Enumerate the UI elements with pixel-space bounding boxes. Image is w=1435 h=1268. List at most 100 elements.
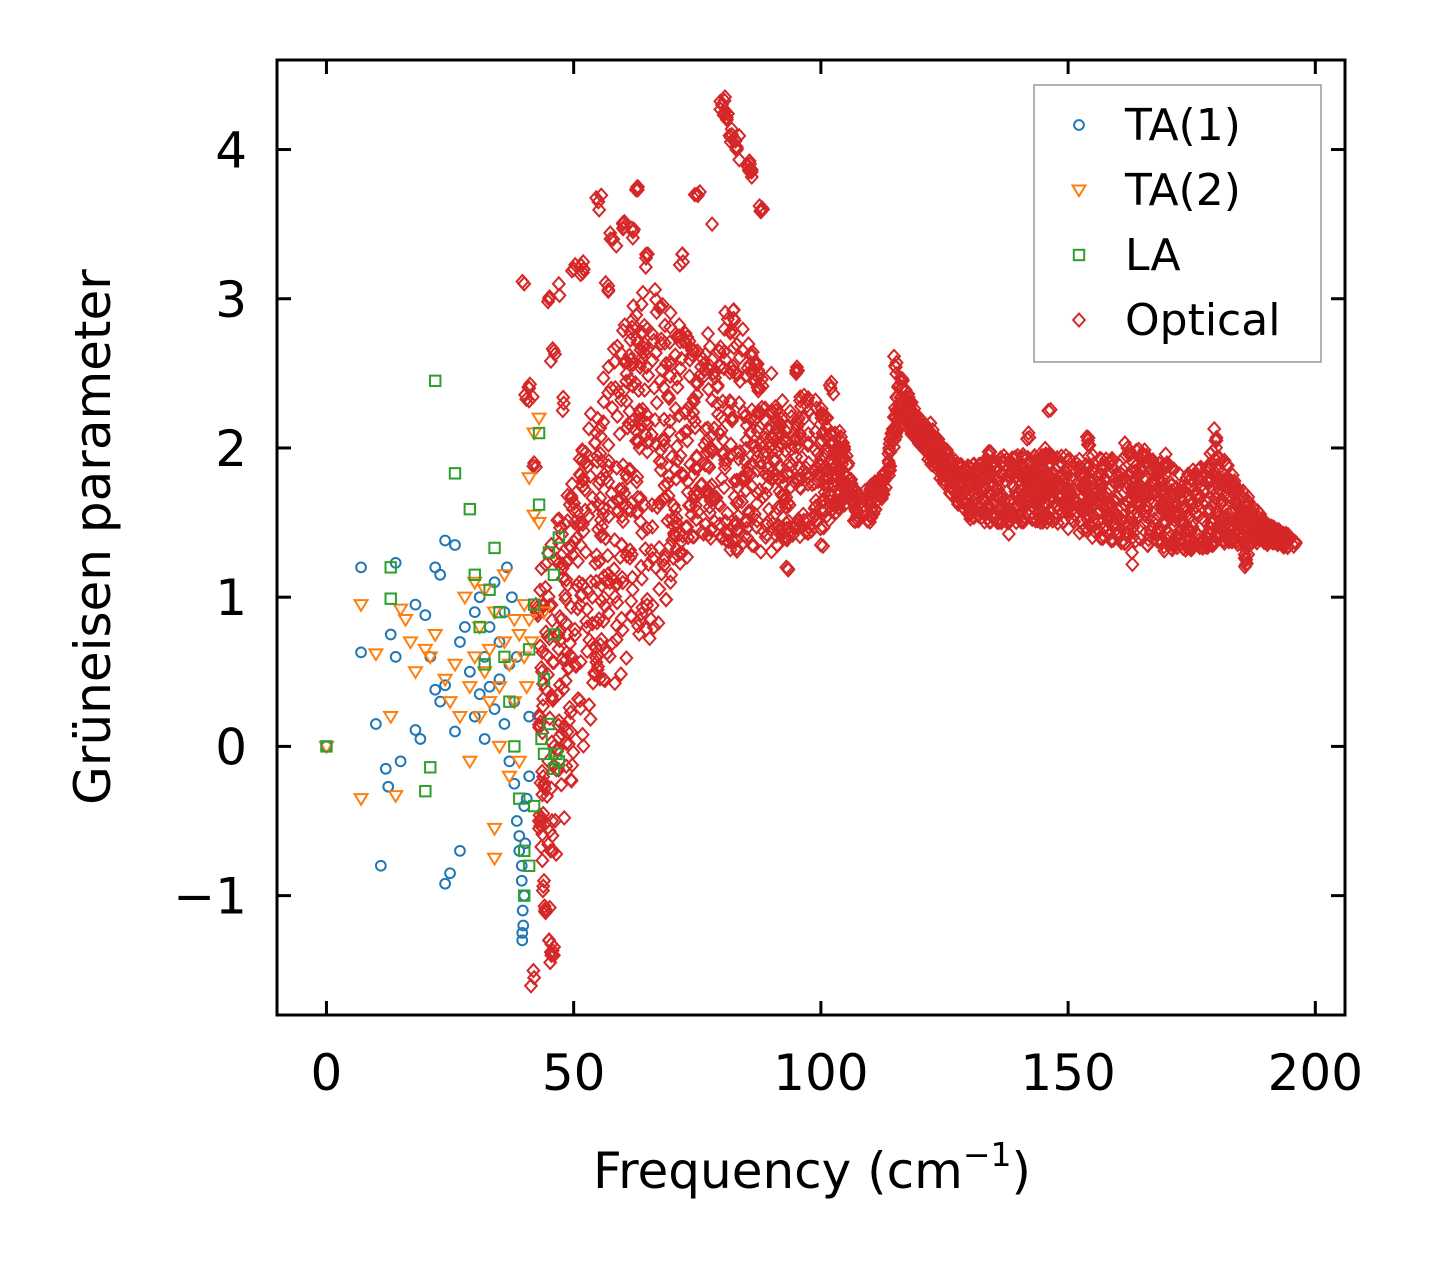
data-point <box>944 465 960 482</box>
data-point <box>633 558 649 575</box>
x-tick-label: 50 <box>542 1044 606 1102</box>
data-point <box>1166 533 1181 550</box>
data-point <box>730 365 745 382</box>
data-point <box>732 151 747 168</box>
data-point <box>511 628 528 643</box>
data-point <box>713 101 728 118</box>
data-point <box>729 336 745 353</box>
x-axis-label-superscript: −1 <box>963 1135 1012 1174</box>
data-point <box>715 446 730 462</box>
data-point <box>583 711 598 728</box>
data-point <box>725 533 741 550</box>
data-point <box>454 636 466 648</box>
data-point <box>914 420 929 437</box>
data-point <box>893 370 908 387</box>
data-point <box>384 592 397 605</box>
data-point <box>1180 466 1196 483</box>
data-point <box>931 431 946 448</box>
data-point <box>1257 527 1273 544</box>
data-point <box>526 454 542 471</box>
data-point <box>451 711 469 725</box>
data-point <box>493 605 506 619</box>
data-point <box>478 658 491 671</box>
data-point <box>573 266 588 283</box>
data-point <box>830 446 845 463</box>
data-point <box>601 508 616 525</box>
data-point <box>604 570 620 587</box>
data-point <box>744 537 760 554</box>
data-point <box>612 425 627 442</box>
data-point <box>726 302 741 319</box>
data-point <box>1288 534 1303 551</box>
data-point <box>582 631 597 648</box>
data-point <box>760 460 776 477</box>
data-point <box>770 537 785 554</box>
data-point <box>1065 512 1080 529</box>
data-point <box>1017 498 1032 515</box>
data-point <box>884 425 899 442</box>
data-point <box>615 220 631 237</box>
data-point <box>523 770 536 783</box>
legend-item: Optical <box>1071 295 1280 346</box>
data-point <box>527 598 541 611</box>
data-point <box>1124 474 1139 491</box>
data-point <box>436 673 454 688</box>
data-point <box>1183 470 1198 487</box>
data-point <box>506 614 523 628</box>
data-point <box>384 628 397 641</box>
data-point <box>632 411 648 428</box>
data-point <box>576 261 591 278</box>
data-point <box>988 469 1003 486</box>
data-point <box>630 181 645 198</box>
data-point <box>596 414 611 431</box>
data-point <box>448 467 462 480</box>
data-point <box>634 296 649 313</box>
data-point <box>771 424 786 441</box>
data-point <box>515 859 528 872</box>
data-point <box>534 838 549 855</box>
data-point <box>705 491 720 508</box>
data-point <box>355 561 367 574</box>
data-point <box>1182 508 1197 525</box>
data-point <box>670 379 685 396</box>
data-point <box>703 521 719 538</box>
data-point <box>831 487 846 504</box>
data-point <box>714 409 729 426</box>
data-point <box>555 560 570 577</box>
data-point <box>801 455 816 472</box>
data-point <box>630 489 645 506</box>
data-point <box>989 480 1004 497</box>
data-point <box>546 842 561 859</box>
data-point <box>729 543 745 560</box>
data-point <box>757 465 773 482</box>
data-point <box>409 598 422 611</box>
data-point <box>702 358 718 375</box>
data-point <box>774 499 789 516</box>
data-point <box>570 553 586 570</box>
data-point <box>517 275 532 292</box>
data-point <box>591 497 607 514</box>
data-point <box>550 747 563 761</box>
data-point <box>1101 526 1116 543</box>
data-point <box>522 859 536 872</box>
data-point <box>394 755 407 768</box>
data-point <box>542 717 556 731</box>
data-point <box>831 443 846 460</box>
data-point <box>473 688 486 701</box>
data-point <box>1098 472 1114 489</box>
data-point <box>572 466 587 483</box>
data-point <box>663 319 678 336</box>
data-point <box>994 499 1009 516</box>
data-point <box>549 846 564 863</box>
data-point <box>478 733 491 745</box>
data-point <box>682 368 697 385</box>
legend-label: Optical <box>1125 295 1280 346</box>
data-point <box>382 711 399 725</box>
data-point <box>633 490 648 507</box>
x-tick-label: 0 <box>311 1044 343 1102</box>
data-point <box>439 534 451 547</box>
data-point <box>625 229 641 246</box>
data-point <box>693 477 709 494</box>
data-point <box>543 353 559 370</box>
